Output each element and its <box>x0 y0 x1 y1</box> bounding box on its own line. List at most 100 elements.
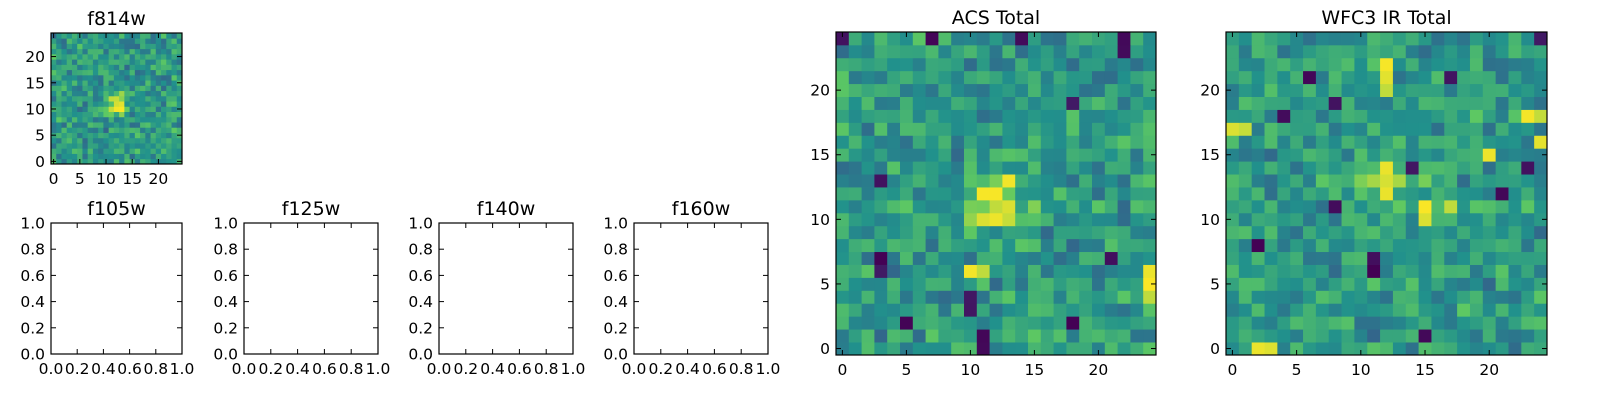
heatmap-cell <box>108 132 115 139</box>
ytick-label-0-2: 0.2 <box>213 319 238 337</box>
heatmap-cell <box>98 64 104 71</box>
heatmap-cell <box>61 64 68 71</box>
heatmap-cell <box>1290 303 1304 317</box>
heatmap-cell <box>1405 148 1419 162</box>
heatmap-cell <box>1380 277 1394 291</box>
heatmap-cell <box>176 122 183 128</box>
heatmap-cell <box>113 33 120 39</box>
heatmap-cell <box>1457 225 1471 240</box>
heatmap-cell <box>87 95 94 102</box>
heatmap-cell <box>1290 174 1304 188</box>
heatmap-cell <box>938 277 952 291</box>
heatmap-cell <box>836 277 850 291</box>
heatmap-cell <box>1303 342 1317 356</box>
heatmap-cell <box>51 59 57 65</box>
heatmap-cell <box>1328 148 1342 162</box>
heatmap-cell <box>951 83 965 97</box>
heatmap-cell <box>1354 212 1368 227</box>
heatmap-cell <box>1264 70 1278 85</box>
heatmap-cell <box>1495 70 1509 85</box>
heatmap-cell <box>82 101 89 107</box>
heatmap-cell <box>976 83 990 97</box>
heatmap-cell <box>1264 290 1278 304</box>
heatmap-cell <box>1066 44 1080 59</box>
heatmap-cell <box>1315 109 1330 123</box>
heatmap-cell <box>1354 96 1368 110</box>
heatmap-cell <box>976 135 990 149</box>
heatmap-cell <box>1508 161 1522 175</box>
heatmap-cell <box>1040 199 1054 214</box>
heatmap-cell <box>1066 238 1080 253</box>
heatmap-cell <box>1264 238 1278 253</box>
heatmap-cell <box>1104 212 1118 227</box>
heatmap-cell <box>119 127 125 133</box>
heatmap-cell <box>925 212 939 227</box>
heatmap-cell <box>1508 264 1522 278</box>
heatmap-cell <box>51 111 57 118</box>
heatmap-cell <box>1238 264 1253 278</box>
heatmap-cell <box>1469 148 1484 162</box>
heatmap-cell <box>1431 277 1445 291</box>
heatmap-cell <box>1367 264 1381 278</box>
heatmap-cell <box>1380 96 1394 110</box>
heatmap-cell <box>925 161 939 175</box>
heatmap-cell <box>887 109 901 123</box>
heatmap-cell <box>166 74 172 81</box>
heatmap-cell <box>836 212 850 227</box>
heatmap-cell <box>1117 225 1131 240</box>
ytick-label-0-8: 0.8 <box>408 241 433 259</box>
heatmap-cell <box>1444 277 1458 291</box>
heatmap-cell <box>56 95 62 102</box>
heatmap-cell <box>861 96 875 110</box>
heatmap-cell <box>1418 44 1432 59</box>
heatmap-cell <box>51 95 57 102</box>
heatmap-cell <box>1251 329 1265 343</box>
heatmap-cell <box>113 143 120 149</box>
heatmap-cell <box>1028 290 1042 304</box>
heatmap-cell <box>1457 303 1471 317</box>
heatmap-cell <box>887 44 901 59</box>
heatmap-cell <box>964 316 978 330</box>
heatmap-cell <box>1053 135 1067 149</box>
heatmap-cell <box>874 225 888 240</box>
heatmap-cell <box>1380 44 1394 59</box>
heatmap-cell <box>1418 109 1432 123</box>
xtick-label-1-0: 1.0 <box>170 360 195 378</box>
heatmap-cell <box>1290 32 1304 46</box>
heatmap-cell <box>1469 32 1484 46</box>
heatmap-cell <box>1117 187 1131 201</box>
heatmap-cell <box>108 64 115 71</box>
heatmap-cell <box>1444 290 1458 304</box>
heatmap-cell <box>1015 264 1029 278</box>
heatmap-cell <box>938 238 952 253</box>
heatmap-cell <box>66 132 73 139</box>
heatmap-cell <box>964 122 978 136</box>
heatmap-cell <box>1328 174 1342 188</box>
heatmap-cell <box>976 70 990 85</box>
heatmap-cell <box>1444 238 1458 253</box>
heatmap-cell <box>1092 109 1106 123</box>
heatmap-cell <box>1290 264 1304 278</box>
heatmap-cell <box>1521 32 1535 46</box>
heatmap-cell <box>1092 187 1106 201</box>
heatmap-cell <box>1380 199 1394 214</box>
heatmap-cell <box>166 106 172 112</box>
heatmap-cell <box>134 43 141 50</box>
heatmap-cell <box>1303 135 1317 149</box>
heatmap-cell <box>964 174 978 188</box>
heatmap-cell <box>1328 109 1342 123</box>
heatmap-cell <box>1015 161 1029 175</box>
heatmap-cell <box>1521 135 1535 149</box>
heatmap-cell <box>1367 32 1381 46</box>
heatmap-cell <box>1354 57 1368 72</box>
heatmap-cell <box>66 38 73 44</box>
heatmap-cell <box>1104 122 1118 136</box>
heatmap-cell <box>155 116 162 123</box>
heatmap-cell <box>861 83 875 97</box>
heatmap-cell <box>1226 187 1240 201</box>
heatmap-cell <box>938 303 952 317</box>
heatmap-cell <box>1341 174 1355 188</box>
heatmap-cell <box>1341 342 1355 356</box>
heatmap-cell <box>124 137 130 144</box>
heatmap-cell <box>1341 135 1355 149</box>
